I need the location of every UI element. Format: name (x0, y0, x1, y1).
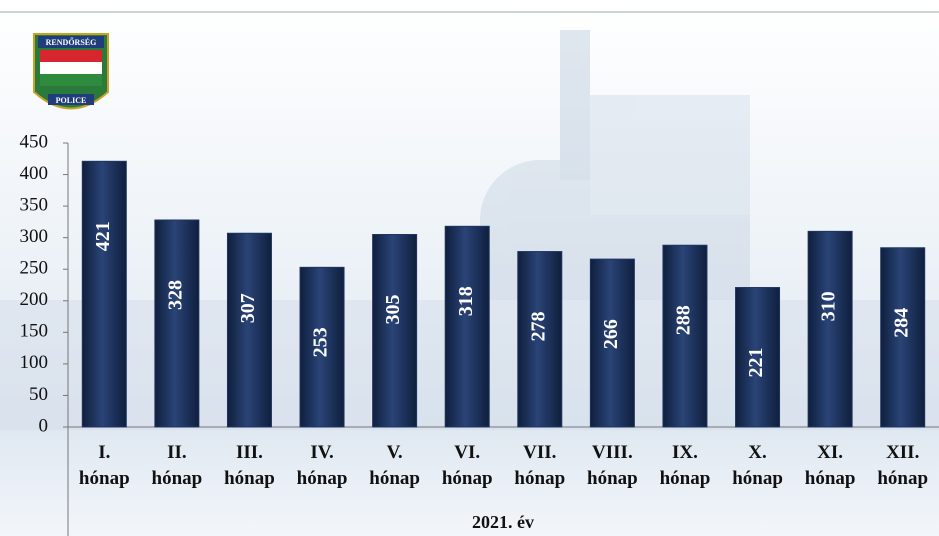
bar (589, 258, 635, 428)
bar (662, 244, 708, 428)
y-tick-label: 150 (20, 321, 49, 342)
data-label: 288 (673, 305, 695, 335)
data-label: 221 (745, 348, 767, 378)
x-axis-label: 2021. év (472, 512, 534, 532)
y-tick-label: 0 (39, 415, 49, 436)
y-tick-label: 50 (29, 384, 48, 405)
y-tick-label: 400 (20, 163, 49, 184)
x-tick-label: IX. hónap (659, 442, 711, 489)
data-label: 305 (382, 295, 404, 325)
y-tick-label: 450 (20, 131, 49, 152)
bar (517, 251, 563, 428)
data-label: 253 (310, 327, 332, 357)
x-tick-label: IV. hónap (296, 442, 348, 489)
data-label: 307 (237, 293, 259, 323)
bar (154, 219, 200, 428)
x-tick-label: XII. hónap (877, 442, 929, 489)
x-tick-label: VIII. hónap (587, 442, 638, 489)
logo-bottom-text: POLICE (56, 96, 87, 105)
x-tick-label: VI. hónap (441, 442, 493, 489)
y-tick-label: 350 (20, 194, 49, 215)
y-tick-label: 200 (20, 289, 49, 310)
bar (372, 234, 418, 428)
police-logo: RENDŐRSÉG POLICE (33, 33, 109, 110)
data-label: 278 (527, 312, 549, 342)
y-tick-label: 100 (20, 352, 49, 373)
x-tick-label: XI. hónap (804, 442, 856, 489)
data-label: 318 (455, 286, 477, 316)
x-tick-label: X. hónap (732, 442, 783, 489)
x-tick-label: V. hónap (369, 442, 420, 489)
data-label: 328 (164, 280, 186, 310)
x-tick-label: I. hónap (78, 442, 130, 489)
bar (226, 232, 272, 428)
y-tick-label: 250 (20, 258, 49, 279)
data-label: 310 (818, 291, 840, 321)
x-tick-label: III. hónap (224, 442, 275, 489)
x-tick-label: VII. hónap (514, 442, 566, 489)
data-label: 266 (600, 319, 622, 349)
bar (81, 160, 127, 428)
data-label: 284 (890, 308, 912, 338)
x-tick-label: II. hónap (151, 442, 203, 489)
data-label: 421 (92, 221, 114, 251)
bar (735, 287, 781, 428)
bar (807, 230, 853, 428)
bar (299, 266, 345, 428)
bar (880, 247, 926, 428)
logo-top-text: RENDŐRSÉG (46, 37, 97, 47)
y-tick-label: 300 (20, 226, 49, 247)
bar (444, 225, 490, 428)
